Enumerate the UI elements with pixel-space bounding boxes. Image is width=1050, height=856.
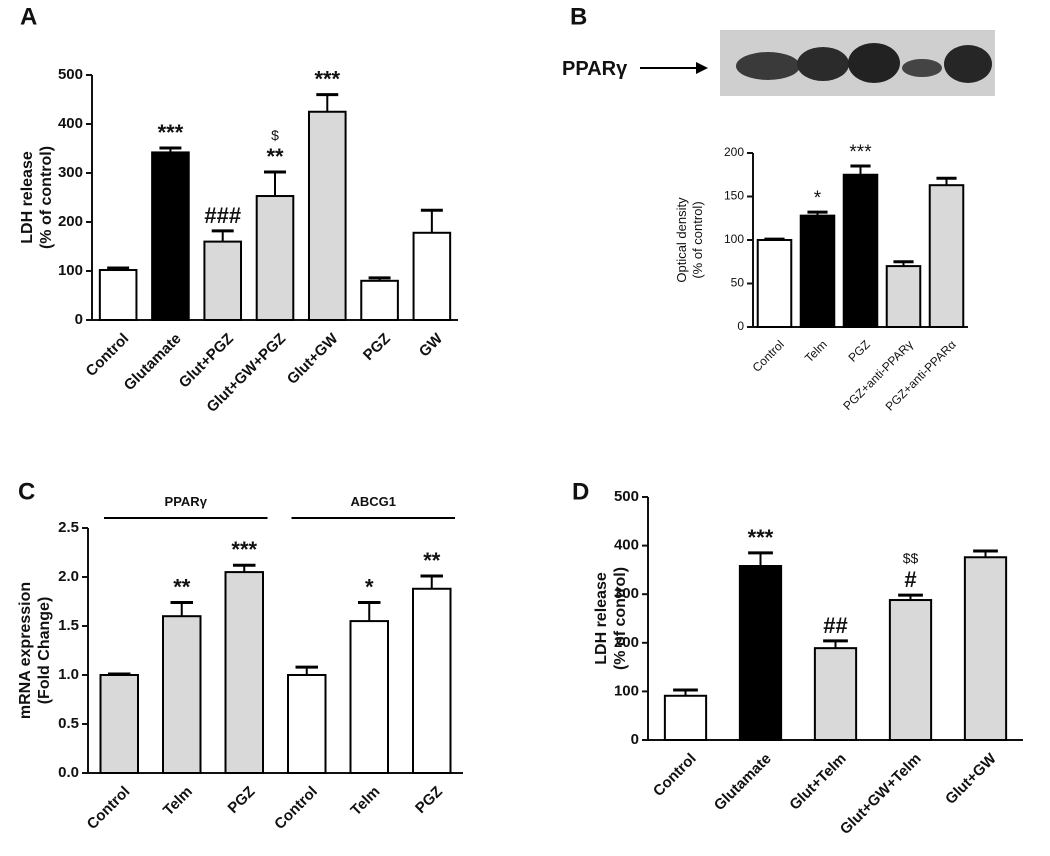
significance-mark: ** [423, 548, 441, 573]
y-tick-label: 200 [58, 213, 83, 230]
panel-label: A [20, 3, 37, 30]
blot-label: PPARγ [562, 58, 628, 80]
bar [349, 620, 389, 774]
x-tick-label: Telm [347, 783, 383, 819]
y-tick-label: 150 [724, 189, 744, 203]
x-tick-label: Glutamate [711, 750, 775, 814]
bar [842, 173, 879, 328]
bar [99, 674, 139, 774]
bar [412, 231, 452, 321]
x-tick-label: Glutamate [121, 330, 185, 394]
y-tick-label: 500 [58, 66, 83, 83]
x-tick-label: Control [650, 750, 700, 800]
bar [255, 195, 295, 321]
y-tick-label: 400 [614, 537, 639, 554]
x-tick-label: Glut+GW+Telm [837, 750, 925, 838]
y-axis-label: Optical density [674, 197, 689, 283]
bar [799, 214, 836, 328]
bar [151, 151, 190, 321]
y-tick-label: 0.0 [58, 764, 79, 781]
significance-mark: ## [823, 613, 847, 638]
x-tick-label: GW [416, 330, 447, 361]
y-tick-label: 100 [614, 682, 639, 699]
x-tick-label: Control [271, 783, 321, 833]
y-tick-label: 0 [75, 311, 83, 328]
significance-mark: *** [158, 120, 184, 145]
x-tick-label: PGZ [360, 330, 394, 364]
y-tick-label: 2.0 [58, 568, 79, 585]
bar [162, 615, 202, 775]
bar [307, 110, 347, 321]
x-tick-label: Control [84, 783, 134, 833]
significance-mark: *** [314, 67, 340, 92]
x-tick-label: Control [750, 337, 787, 374]
y-tick-label: 100 [58, 262, 83, 279]
group-label: PPARγ [165, 494, 208, 509]
y-tick-label: 50 [731, 276, 745, 290]
significance-mark: ** [173, 574, 191, 599]
y-tick-label: 0 [631, 731, 639, 748]
group-label: ABCG1 [350, 494, 396, 509]
y-tick-label: 1.0 [58, 666, 79, 683]
y-axis-label: LDH release [19, 151, 36, 244]
y-tick-label: 0.5 [58, 715, 79, 732]
y-tick-label: 200 [614, 634, 639, 651]
x-tick-label: Telm [160, 783, 196, 819]
bar [928, 184, 965, 328]
x-tick-label: Glut+GW [284, 330, 342, 388]
bar [885, 265, 922, 329]
x-tick-label: Glut+GW [942, 750, 1000, 808]
x-tick-label: PGZ [225, 783, 259, 817]
x-tick-label: Control [83, 330, 133, 380]
x-tick-label: Glut+Telm [786, 750, 849, 813]
y-axis-label: LDH release [593, 572, 610, 665]
x-tick-label: Telm [802, 337, 830, 365]
significance-mark: * [814, 188, 822, 209]
bar [224, 571, 264, 774]
y-axis-label: mRNA expression [17, 582, 34, 719]
y-axis-label: (Fold Change) [36, 597, 53, 705]
y-axis-label: (% of control) [38, 146, 55, 249]
significance-mark: *** [231, 537, 257, 562]
y-tick-label: 400 [58, 115, 83, 132]
western-blot [640, 30, 995, 96]
x-tick-label: PGZ [412, 783, 446, 817]
x-tick-label: PGZ [845, 337, 872, 364]
significance-mark: * [365, 574, 374, 599]
significance-mark: $ [271, 127, 279, 143]
significance-mark: ** [266, 144, 284, 169]
bar [203, 240, 243, 322]
panel-label: B [570, 3, 587, 30]
y-tick-label: 1.5 [58, 617, 79, 634]
bar [287, 674, 327, 774]
significance-mark: ### [204, 203, 241, 228]
significance-mark: # [904, 567, 916, 592]
y-tick-label: 300 [58, 164, 83, 181]
significance-mark: *** [849, 142, 872, 163]
panel-label: C [18, 478, 35, 505]
bar [813, 647, 858, 741]
y-tick-label: 0 [737, 319, 744, 333]
bar [98, 269, 138, 321]
y-axis-label: (% of control) [690, 201, 705, 278]
y-tick-label: 100 [724, 232, 744, 246]
bar [888, 599, 933, 741]
y-tick-label: 500 [614, 488, 639, 505]
panel-label: D [572, 478, 589, 505]
y-tick-label: 200 [724, 145, 744, 159]
y-tick-label: 300 [614, 585, 639, 602]
bar [412, 587, 452, 775]
bar [963, 556, 1008, 741]
y-axis-label: (% of control) [612, 567, 629, 670]
bar [360, 279, 399, 321]
bar [756, 239, 793, 328]
bar [663, 694, 708, 741]
significance-mark: $$ [903, 550, 919, 566]
bar [738, 565, 783, 742]
y-tick-label: 2.5 [58, 519, 79, 536]
significance-mark: *** [748, 525, 774, 550]
